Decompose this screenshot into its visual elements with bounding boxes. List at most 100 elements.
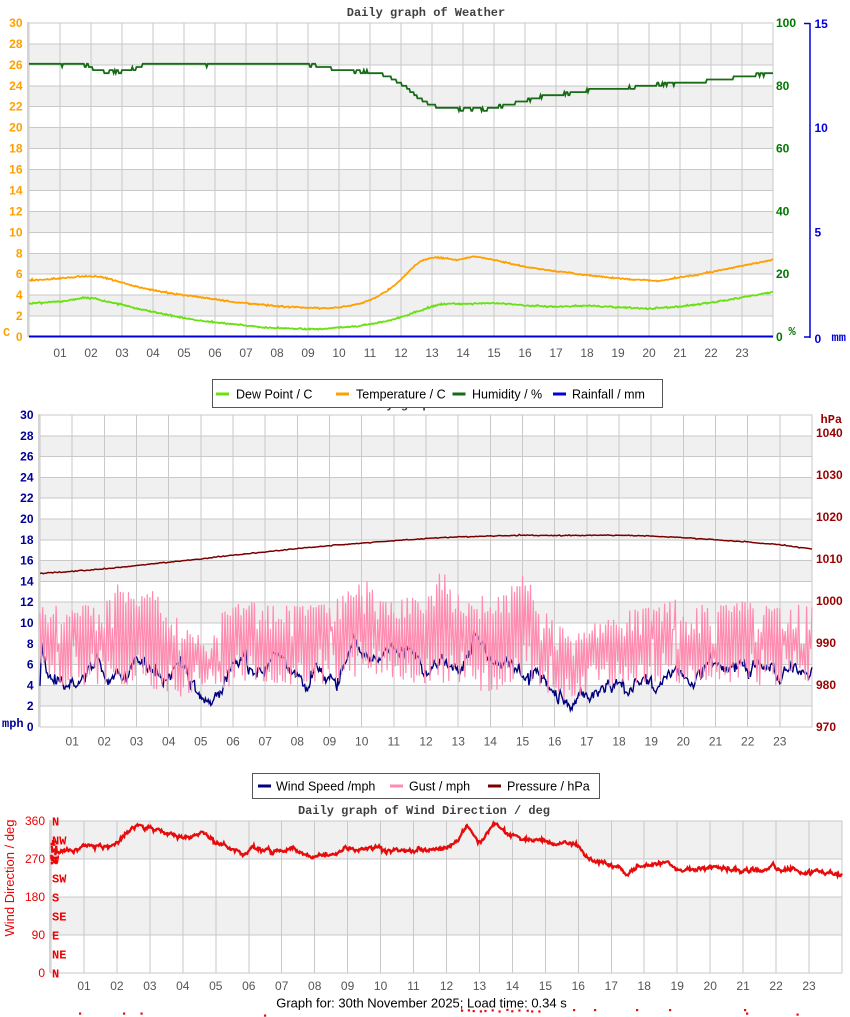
svg-text:30: 30 (20, 408, 34, 422)
svg-text:360: 360 (25, 814, 45, 828)
svg-text:26: 26 (9, 58, 23, 72)
svg-text:Rainfall / mm: Rainfall / mm (572, 388, 645, 402)
svg-text:0: 0 (38, 966, 45, 980)
svg-text:990: 990 (816, 636, 836, 650)
svg-text:0: 0 (776, 330, 783, 344)
svg-text:20: 20 (677, 735, 691, 749)
svg-text:1020: 1020 (816, 510, 843, 524)
svg-text:Gust / mph: Gust / mph (409, 780, 470, 794)
svg-text:10: 10 (20, 616, 34, 630)
svg-text:15: 15 (539, 979, 553, 993)
svg-text:05: 05 (194, 735, 208, 749)
svg-text:E: E (52, 930, 59, 944)
svg-text:Temperature / C: Temperature / C (356, 388, 446, 402)
svg-text:05: 05 (209, 979, 223, 993)
svg-text:09: 09 (323, 735, 337, 749)
svg-text:Graph for: 30th November 2025;: Graph for: 30th November 2025; Load time… (276, 996, 567, 1011)
svg-text:mm: mm (832, 331, 846, 345)
svg-text:NE: NE (52, 949, 66, 963)
svg-text:14: 14 (484, 735, 498, 749)
svg-text:11: 11 (407, 979, 420, 993)
svg-text:09: 09 (301, 346, 315, 360)
svg-text:03: 03 (115, 346, 129, 360)
svg-text:21: 21 (673, 346, 687, 360)
svg-text:04: 04 (162, 735, 176, 749)
svg-text:02: 02 (98, 735, 112, 749)
svg-text:10: 10 (355, 735, 369, 749)
svg-text:23: 23 (802, 979, 816, 993)
svg-text:hPa: hPa (821, 413, 843, 427)
svg-text:23: 23 (735, 346, 749, 360)
svg-text:Pressure / hPa: Pressure / hPa (507, 780, 590, 794)
svg-text:W: W (52, 854, 60, 868)
svg-text:19: 19 (611, 346, 625, 360)
svg-text:NW: NW (52, 835, 67, 849)
svg-text:01: 01 (53, 346, 67, 360)
svg-text:28: 28 (9, 37, 23, 51)
svg-text:11: 11 (388, 735, 401, 749)
svg-text:06: 06 (242, 979, 256, 993)
svg-text:Humidity / %: Humidity / % (472, 388, 542, 402)
svg-text:14: 14 (9, 184, 23, 198)
svg-text:10: 10 (332, 346, 346, 360)
svg-text:07: 07 (275, 979, 289, 993)
svg-text:20: 20 (776, 267, 790, 281)
svg-text:1000: 1000 (816, 594, 843, 608)
svg-text:16: 16 (20, 554, 34, 568)
svg-text:16: 16 (548, 735, 562, 749)
svg-text:16: 16 (572, 979, 586, 993)
svg-text:15: 15 (516, 735, 530, 749)
svg-text:10: 10 (815, 121, 829, 135)
svg-text:24: 24 (20, 470, 34, 484)
svg-text:16: 16 (9, 163, 23, 177)
svg-text:20: 20 (9, 121, 23, 135)
svg-text:03: 03 (143, 979, 157, 993)
svg-text:23: 23 (773, 735, 787, 749)
svg-text:22: 22 (741, 735, 755, 749)
svg-text:12: 12 (440, 979, 454, 993)
svg-text:14: 14 (20, 574, 34, 588)
svg-text:01: 01 (77, 979, 91, 993)
svg-text:Dew Point / C: Dew Point / C (236, 388, 312, 402)
svg-text:08: 08 (270, 346, 284, 360)
svg-text:20: 20 (704, 979, 718, 993)
svg-text:4: 4 (16, 288, 23, 302)
svg-text:Daily graph of Weather: Daily graph of Weather (347, 6, 505, 20)
svg-text:02: 02 (110, 979, 124, 993)
svg-text:2: 2 (27, 699, 34, 713)
svg-text:13: 13 (452, 735, 466, 749)
svg-text:16: 16 (518, 346, 532, 360)
svg-text:04: 04 (146, 346, 160, 360)
svg-text:Daily graph of Wind Direction: Daily graph of Wind Direction / deg (298, 804, 550, 818)
svg-text:06: 06 (226, 735, 240, 749)
svg-text:22: 22 (20, 491, 34, 505)
svg-text:17: 17 (605, 979, 619, 993)
svg-text:12: 12 (9, 204, 23, 218)
svg-text:28: 28 (20, 429, 34, 443)
svg-text:05: 05 (177, 346, 191, 360)
svg-text:C: C (3, 326, 10, 340)
svg-text:14: 14 (506, 979, 520, 993)
svg-text:6: 6 (16, 267, 23, 281)
svg-text:10: 10 (374, 979, 388, 993)
svg-text:22: 22 (704, 346, 718, 360)
svg-text:26: 26 (20, 450, 34, 464)
svg-text:80: 80 (776, 79, 790, 93)
svg-text:20: 20 (20, 512, 34, 526)
svg-text:1010: 1010 (816, 552, 843, 566)
svg-text:19: 19 (671, 979, 685, 993)
svg-text:8: 8 (16, 246, 23, 260)
svg-text:19: 19 (645, 735, 659, 749)
svg-text:N: N (52, 968, 59, 982)
svg-text:0: 0 (815, 332, 822, 346)
svg-text:18: 18 (638, 979, 652, 993)
svg-text:N: N (52, 816, 59, 830)
svg-text:22: 22 (769, 979, 783, 993)
svg-text:02: 02 (84, 346, 98, 360)
svg-text:S: S (52, 892, 59, 906)
svg-text:06: 06 (208, 346, 222, 360)
svg-text:SW: SW (52, 873, 67, 887)
svg-text:14: 14 (456, 346, 470, 360)
svg-text:12: 12 (419, 735, 433, 749)
svg-text:03: 03 (130, 735, 144, 749)
